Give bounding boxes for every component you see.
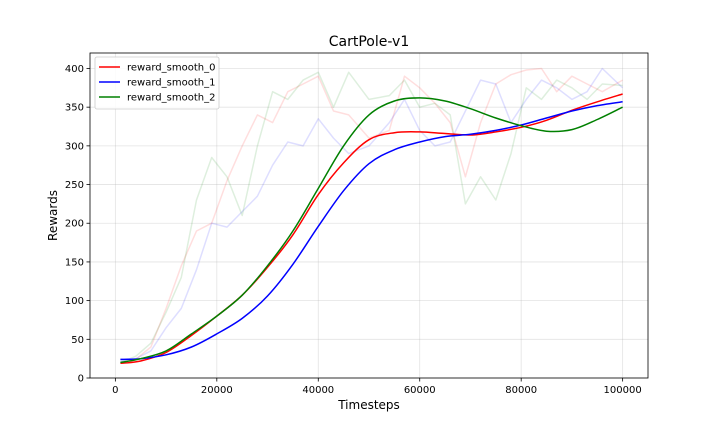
legend-label-0: reward_smooth_0 [127,63,215,74]
series-line-reward_smooth_0 [120,93,623,365]
raw-series-line-2 [120,71,623,364]
legend: reward_smooth_0 reward_smooth_1 reward_s… [94,56,220,110]
raw-series-line-1 [120,67,624,362]
x-tick-label: 0 [112,385,118,396]
y-tick-label: 300 [65,141,84,152]
x-tick-label: 80000 [505,385,537,396]
x-tick-label: 60000 [404,385,436,396]
y-tick-label: 50 [71,335,84,346]
plot-frame [89,52,649,379]
series-line-reward_smooth_1 [120,101,623,361]
y-axis: 0 50 100 150 200 250 300 350 400 [65,64,90,385]
y-tick-label: 100 [65,296,84,307]
y-tick-label: 150 [65,257,84,268]
y-tick-label: 0 [78,374,84,385]
x-axis: 0 20000 40000 60000 80000 100000 [112,378,642,396]
smooth-lines [120,93,623,365]
legend-box [94,56,220,110]
x-axis-label: Timesteps [337,398,400,412]
legend-label-2: reward_smooth_2 [127,93,215,104]
y-axis-label: Rewards [46,190,60,241]
x-tick-label: 100000 [604,385,642,396]
x-tick-label: 20000 [201,385,233,396]
y-tick-label: 200 [65,219,84,230]
y-tick-label: 250 [65,180,84,191]
legend-label-1: reward_smooth_1 [127,78,215,89]
y-tick-label: 350 [65,103,84,114]
y-tick-label: 400 [65,64,84,75]
raw-lines [120,67,624,364]
chart-title: CartPole-v1 [329,34,409,50]
x-tick-label: 40000 [302,385,334,396]
series-line-reward_smooth_2 [120,97,623,364]
raw-series-line-0 [120,67,623,364]
